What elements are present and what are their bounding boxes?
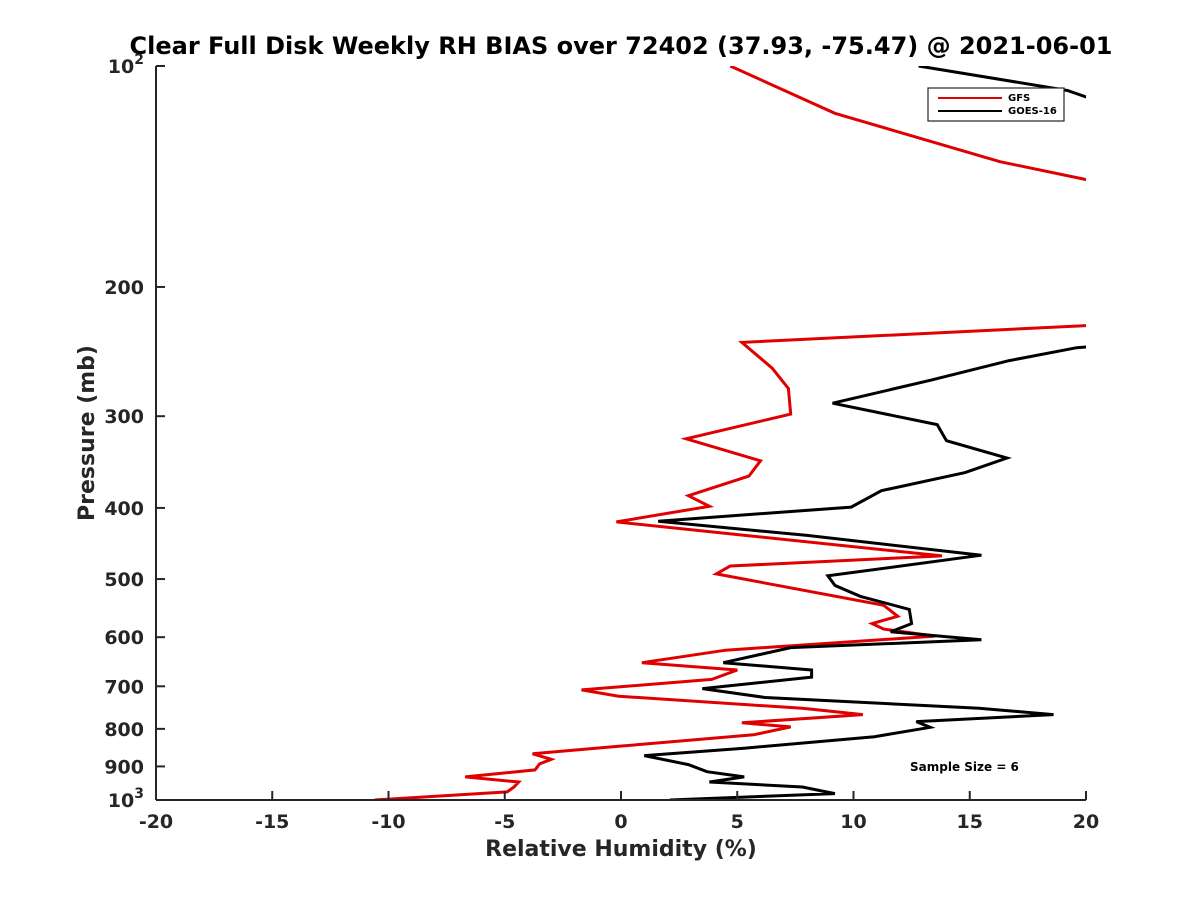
- x-tick-label: 0: [614, 811, 627, 833]
- y-tick-label: 300: [104, 406, 144, 428]
- y-tick-base: 10: [108, 56, 134, 78]
- y-tick-label: 700: [104, 676, 144, 698]
- legend-box: [927, 87, 1065, 122]
- y-tick-label: 200: [104, 277, 144, 299]
- y-tick-label: 500: [104, 569, 144, 591]
- x-tick-label: 20: [1073, 811, 1099, 833]
- x-tick-label: -10: [371, 811, 405, 833]
- y-tick-label: 102: [108, 52, 144, 78]
- series-line-goes16: [644, 66, 1086, 800]
- chart-title: Clear Full Disk Weekly RH BIAS over 7240…: [130, 32, 1113, 60]
- x-tick-label: -15: [255, 811, 289, 833]
- y-tick-base: 10: [108, 790, 134, 812]
- y-tick-label: 900: [104, 756, 144, 778]
- x-tick-label: -5: [494, 811, 515, 833]
- legend: GFS GOES-16: [927, 87, 1065, 122]
- y-tick-label: 800: [104, 719, 144, 741]
- y-axis-label: Pressure (mb): [75, 345, 100, 521]
- x-tick-label: 10: [840, 811, 866, 833]
- series-layer: [374, 66, 1086, 800]
- x-tick-label: 5: [731, 811, 744, 833]
- y-tick-label: 400: [104, 498, 144, 520]
- y-tick-label: 103: [108, 786, 144, 812]
- x-tick-label: 15: [957, 811, 983, 833]
- x-axis-ticks: -20 -15 -10 -5 0 5 10 15 20: [139, 791, 1099, 833]
- legend-label-gfs: GFS: [1008, 93, 1030, 104]
- y-tick-exponent: 2: [134, 52, 144, 68]
- legend-label-goes16: GOES-16: [1008, 106, 1057, 117]
- x-axis-label: Relative Humidity (%): [485, 837, 757, 862]
- sample-size-annotation: Sample Size = 6: [910, 760, 1019, 774]
- y-tick-exponent: 3: [134, 786, 144, 802]
- y-tick-label: 600: [104, 627, 144, 649]
- plot-area: [155, 66, 1086, 801]
- x-tick-label: -20: [139, 811, 173, 833]
